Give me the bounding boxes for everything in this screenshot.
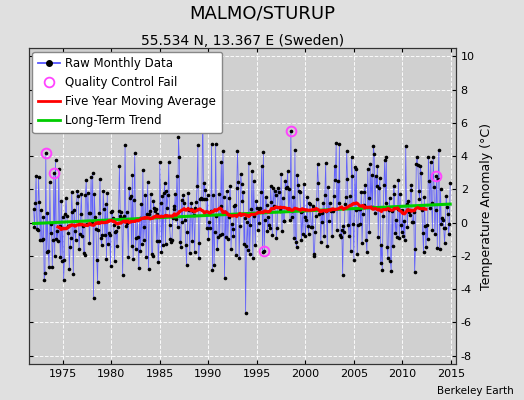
Y-axis label: Temperature Anomaly (°C): Temperature Anomaly (°C) (481, 122, 493, 290)
Text: MALMO/STURUP: MALMO/STURUP (189, 4, 335, 22)
Title: 55.534 N, 13.367 E (Sweden): 55.534 N, 13.367 E (Sweden) (141, 34, 344, 48)
Text: Berkeley Earth: Berkeley Earth (437, 386, 514, 396)
Legend: Raw Monthly Data, Quality Control Fail, Five Year Moving Average, Long-Term Tren: Raw Monthly Data, Quality Control Fail, … (32, 52, 222, 133)
